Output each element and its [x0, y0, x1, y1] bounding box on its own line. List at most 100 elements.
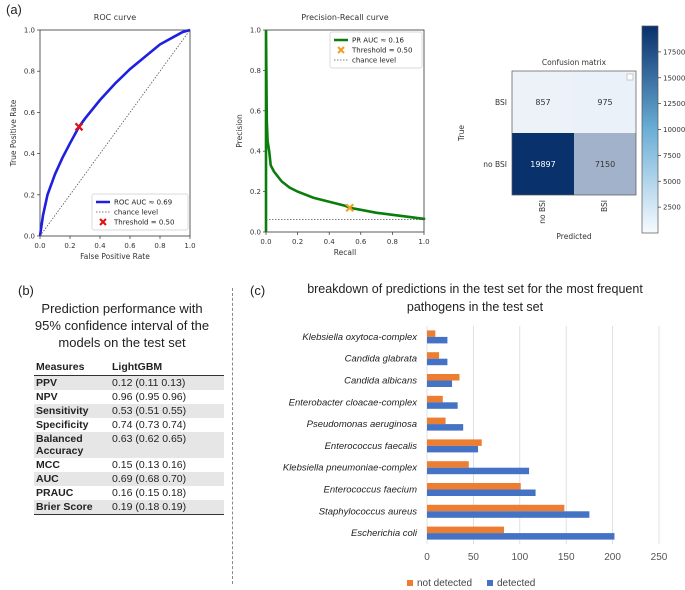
matrix-y-label: True	[457, 125, 466, 142]
threshold-marker	[345, 203, 355, 213]
y-tick-label: 0.6	[24, 109, 36, 117]
bar-detected	[427, 336, 448, 344]
table-row: Brier Score 0.19 (0.18 0.19)	[34, 500, 224, 515]
bar-detected	[427, 489, 536, 496]
measure-value: 0.63 (0.62 0.65)	[110, 432, 224, 458]
bar-detected	[427, 445, 479, 453]
bar-detected	[427, 402, 458, 409]
matrix-col-label: no BSI	[538, 200, 547, 224]
marker-stroke	[345, 203, 355, 213]
y-tick-label: 0.4	[24, 150, 36, 158]
performance-title-line1: Prediction performance with	[41, 301, 203, 316]
measure-name: Brier Score	[34, 500, 110, 515]
x-tick-label: 0	[424, 552, 430, 563]
x-tick-label: 250	[651, 552, 668, 563]
category-label: Enterococcus faecalis	[325, 441, 418, 452]
measure-name: Balanced Accuracy	[34, 432, 110, 458]
x-axis-label: Recall	[334, 248, 356, 257]
matrix-cell	[512, 133, 574, 195]
chart-title: Precision-Recall curve	[301, 13, 388, 22]
table-row: AUC 0.69 (0.68 0.70)	[34, 472, 224, 486]
colorbar	[641, 25, 659, 234]
measure-name: PPV	[34, 375, 110, 390]
table-row: PPV 0.12 (0.11 0.13)	[34, 375, 224, 390]
bar-detected	[427, 424, 464, 431]
matrix-row-label: BSI	[495, 98, 507, 107]
performance-title: Prediction performance with 95% confiden…	[22, 300, 222, 351]
matrix-cell-value: 857	[535, 98, 550, 107]
threshold-marker	[74, 122, 84, 132]
bar-not-detected	[427, 352, 440, 359]
x-tick-label: 1.0	[184, 242, 195, 250]
legend-label: chance level	[114, 209, 158, 217]
table-row: MCC 0.15 (0.13 0.16)	[34, 458, 224, 472]
measure-name: PRAUC	[36, 487, 74, 499]
matrix-cell-value: 975	[597, 98, 612, 107]
table-row: NPV 0.96 (0.95 0.96)	[34, 390, 224, 404]
x-tick-label: 0.8	[387, 238, 398, 246]
y-tick-label: 0.4	[250, 148, 262, 156]
bar-detected	[427, 380, 453, 387]
roc-chart: ROC curve 0.0 0.2 0.4 0.6 0.8 1.0 0.0 0.2 0.4 0.6 0…	[9, 13, 196, 261]
table-header-measures: Measures	[34, 359, 110, 376]
y-tick-label: 0.0	[24, 233, 35, 241]
colorbar-tick-label: 10000	[663, 126, 685, 134]
category-label: Klebsiella pneumoniae-complex	[283, 463, 418, 474]
legend-label: detected	[497, 578, 535, 589]
panel-label-b: (b)	[18, 283, 34, 298]
category-label: Escherichia coli	[351, 528, 418, 539]
measure-name: AUC	[34, 472, 110, 486]
performance-title-line2: 95% confidence interval of the	[34, 318, 210, 333]
bar-detected	[427, 533, 615, 540]
bar-not-detected	[427, 395, 443, 403]
y-tick-label: 1.0	[250, 27, 261, 35]
performance-table-panel: Prediction performance with 95% confiden…	[22, 300, 224, 515]
table-header-model: LightGBM	[110, 359, 224, 376]
matrix-col-label: BSI	[600, 200, 609, 212]
x-tick-label: 0.0	[34, 242, 45, 250]
category-label: Enterobacter cloacae-complex	[289, 397, 419, 408]
chart-title: ROC curve	[94, 13, 136, 22]
category-label: Staphylococcus aureus	[319, 506, 417, 517]
legend-label: chance level	[352, 57, 396, 65]
matrix-title: Confusion matrix	[542, 58, 607, 67]
x-tick-label: 0.2	[292, 238, 303, 246]
x-tick-label: 0.0	[260, 238, 271, 246]
x-tick-label: 0.8	[154, 242, 165, 250]
matrix-cell-value: 7150	[595, 160, 615, 169]
matrix-cell	[574, 133, 636, 195]
y-tick-label: 0.2	[250, 188, 261, 196]
matrix-frame	[511, 70, 637, 196]
measure-value: 0.53 (0.51 0.55)	[110, 404, 224, 418]
matrix-x-label: Predicted	[556, 232, 591, 241]
y-tick-label: 0.6	[250, 107, 262, 115]
legend-swatch-marker	[337, 46, 345, 54]
legend-box	[329, 31, 423, 69]
measure-name: Sensitivity	[34, 404, 110, 418]
x-tick-label: 0.4	[324, 238, 336, 246]
x-tick-label: 100	[511, 552, 528, 563]
x-tick-label: 0.2	[64, 242, 75, 250]
measure-value: 0.69 (0.68 0.70)	[110, 472, 224, 486]
table-row: Specificity 0.74 (0.73 0.74)	[34, 418, 224, 432]
bar-not-detected	[427, 417, 446, 425]
table-row: PRAUC 0.16 (0.15 0.18)	[34, 486, 224, 500]
measure-name: NPV	[36, 391, 58, 403]
bar-not-detected	[427, 461, 469, 468]
category-label: Candida glabrata	[345, 354, 417, 365]
matrix-cell-value: 19897	[530, 160, 555, 169]
pr-chart: Precision-Recall curve 0.0 0.2 0.4 0.6 0.8 1.0…	[235, 13, 430, 257]
bar-not-detected	[427, 504, 565, 512]
pathogen-chart-title: breakdown of predictions in the test set…	[307, 282, 643, 314]
legend-swatch	[487, 580, 493, 586]
measure-value: 0.74 (0.73 0.74)	[112, 419, 187, 431]
y-tick-label: 0.8	[24, 68, 35, 76]
measure-value: 0.12 (0.11 0.13)	[110, 375, 224, 390]
panel-label-a: (a)	[6, 2, 22, 17]
y-axis-label: Precision	[235, 114, 244, 148]
bar-detected	[427, 358, 448, 366]
measure-value: 0.15 (0.13 0.16)	[112, 459, 187, 471]
matrix-legend-box	[626, 73, 634, 81]
series-line-0	[38, 28, 191, 237]
colorbar-tick-label: 17500	[663, 48, 685, 56]
